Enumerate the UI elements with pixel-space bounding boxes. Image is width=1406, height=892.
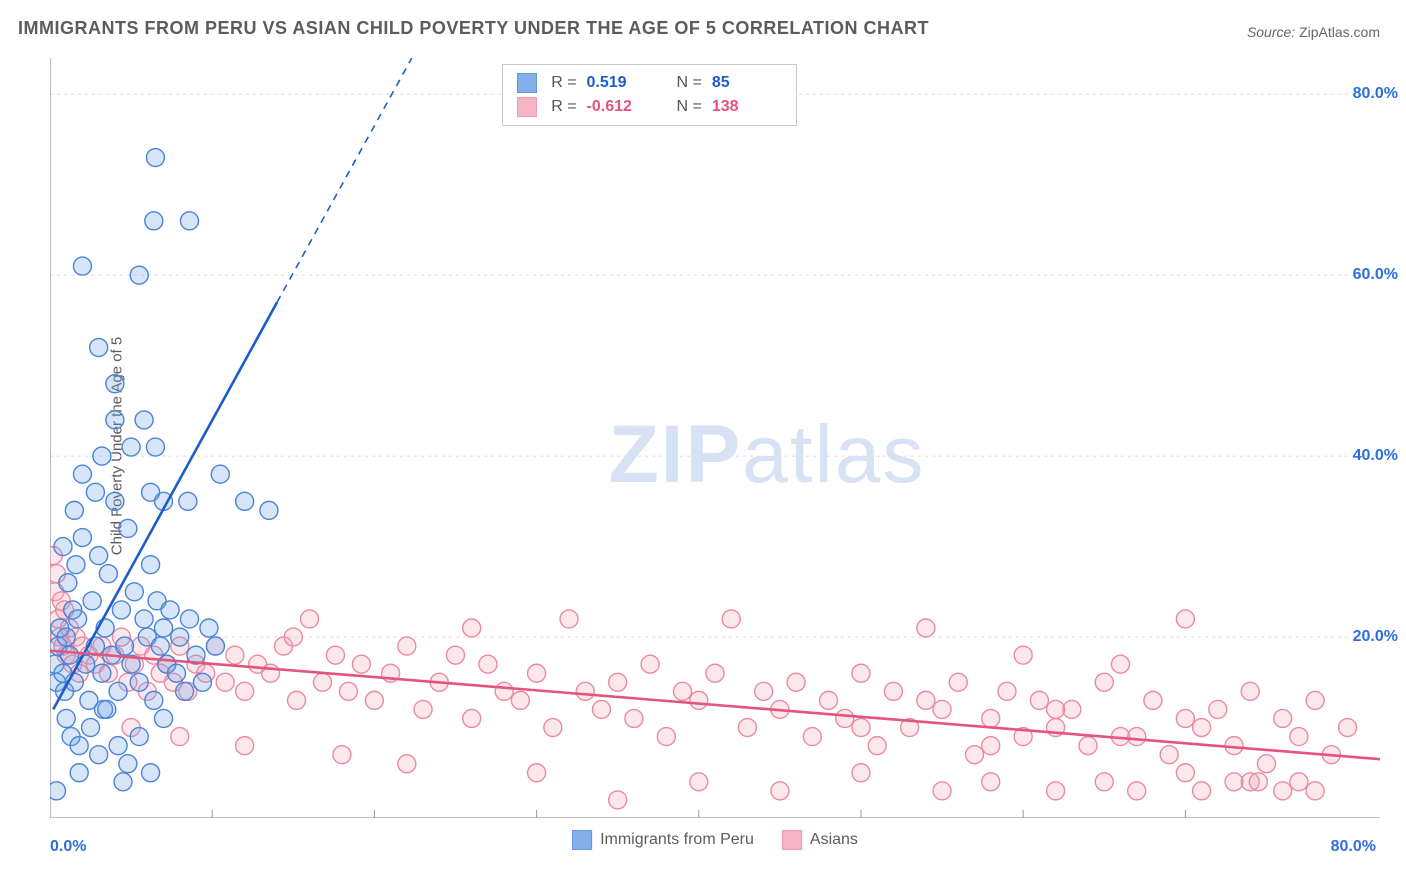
x-tick-80: 80.0% [1331,838,1376,856]
swatch-asians [517,97,537,117]
y-tick-20: 20.0% [1353,628,1398,646]
n-label: N = [677,71,702,95]
bottom-legend: Immigrants from Peru Asians [572,830,858,850]
r-value-asians: -0.612 [587,95,657,119]
scatter-svg [50,58,1380,818]
swatch-asians-bottom [782,830,802,850]
y-tick-80: 80.0% [1353,85,1398,103]
chart-title: IMMIGRANTS FROM PERU VS ASIAN CHILD POVE… [18,18,929,39]
legend-label-asians: Asians [810,831,858,849]
r-value-peru: 0.519 [587,71,657,95]
swatch-peru [517,73,537,93]
legend-label-peru: Immigrants from Peru [600,831,754,849]
y-tick-40: 40.0% [1353,447,1398,465]
n-value-peru: 85 [712,71,782,95]
source-value: ZipAtlas.com [1299,24,1380,40]
source-label: Source: [1247,24,1295,40]
x-tick-0: 0.0% [50,838,86,856]
stats-legend-box: R = 0.519 N = 85 R = -0.612 N = 138 [502,64,797,126]
stats-row-peru: R = 0.519 N = 85 [517,71,782,95]
stats-row-asians: R = -0.612 N = 138 [517,95,782,119]
n-label: N = [677,95,702,119]
r-label: R = [551,95,576,119]
legend-item-asians: Asians [782,830,858,850]
plot-area: ZIPatlas R = 0.519 N = 85 R = -0.612 N =… [50,58,1380,818]
swatch-peru-bottom [572,830,592,850]
source-credit: Source: ZipAtlas.com [1247,24,1380,40]
r-label: R = [551,71,576,95]
legend-item-peru: Immigrants from Peru [572,830,754,850]
x-axis-row: 0.0% Immigrants from Peru Asians 80.0% [50,824,1380,884]
y-tick-60: 60.0% [1353,266,1398,284]
n-value-asians: 138 [712,95,782,119]
